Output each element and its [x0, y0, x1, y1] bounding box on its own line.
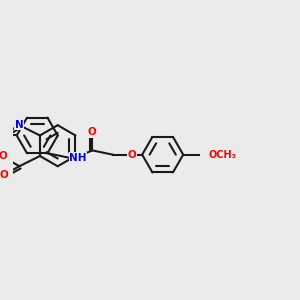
Text: O: O [0, 170, 8, 180]
Text: N: N [15, 120, 24, 130]
Text: O: O [0, 151, 8, 161]
Text: O: O [128, 150, 136, 160]
Text: NH: NH [70, 152, 87, 163]
Text: O: O [88, 127, 97, 137]
Text: OCH₃: OCH₃ [208, 150, 236, 160]
